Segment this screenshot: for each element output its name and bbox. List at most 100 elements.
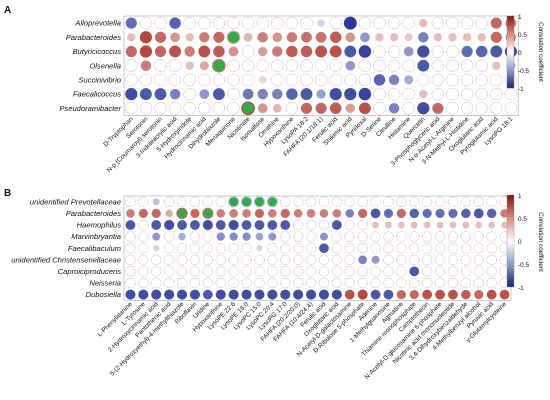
cell-circle (280, 231, 291, 242)
cell-circle (446, 59, 459, 72)
cell-circle (419, 89, 428, 99)
cell-circle (422, 266, 433, 277)
cell-circle (404, 33, 413, 42)
cell-circle (272, 46, 283, 57)
cell-circle (185, 33, 194, 42)
cell-circle (183, 73, 196, 87)
cell-circle (477, 33, 486, 42)
cell-circle (446, 73, 459, 87)
cell-circle (396, 289, 406, 300)
cell-circle (422, 277, 433, 289)
cell-circle (358, 59, 372, 72)
cell-circle (138, 254, 149, 265)
cell-circle (447, 231, 459, 242)
cell-circle (268, 209, 277, 218)
row-label: Caproiciproducens (58, 267, 122, 276)
highlighted-cell-circle (241, 101, 255, 116)
colorbar-b-tick: -1 (518, 285, 524, 292)
cell-circle (435, 208, 445, 219)
cell-circle (331, 220, 342, 230)
cell-circle (138, 289, 149, 300)
cell-circle (215, 243, 226, 254)
cell-circle (300, 59, 313, 72)
cell-circle (402, 87, 415, 101)
cell-circle (344, 73, 357, 87)
cell-circle (316, 89, 326, 99)
cell-circle (267, 220, 278, 230)
cell-circle (138, 208, 148, 219)
colorbar-a-title: Correlation coefficient (537, 22, 544, 82)
cell-circle (461, 45, 473, 58)
cell-circle (254, 254, 265, 265)
cell-circle (460, 16, 474, 30)
cell-circle (227, 87, 240, 101)
cell-circle (138, 231, 149, 242)
cell-circle (396, 208, 406, 219)
cell-circle (140, 60, 152, 71)
cell-circle (241, 243, 252, 254)
cell-circle (280, 277, 291, 289)
row-label: Butyricicoccus (72, 47, 121, 56)
cell-circle (227, 16, 240, 30)
cell-circle (293, 231, 304, 242)
cell-circle (198, 102, 211, 115)
row-label: Faecalicoccus (73, 90, 121, 99)
panel-b: B unidentified Prevotellaceae Parabactero… (4, 188, 544, 381)
cell-circle (139, 16, 153, 30)
row-label: Parabacteroides (66, 209, 122, 218)
cell-circle (227, 73, 240, 87)
cell-circle (189, 266, 201, 277)
cell-circle (280, 289, 291, 300)
cell-circle (446, 102, 459, 115)
highlighted-cell-circle (202, 207, 214, 220)
cell-circle (228, 277, 239, 289)
cell-circle (241, 16, 255, 30)
cell-circle (305, 254, 317, 265)
cell-circle (154, 59, 167, 72)
highlighted-cell-circle (266, 196, 279, 208)
cell-circle (486, 277, 497, 289)
cell-circle (212, 16, 226, 30)
cell-circle (319, 232, 328, 241)
cell-circle (490, 73, 503, 87)
cell-circle (254, 208, 265, 219)
cell-circle (190, 208, 200, 219)
cell-circle (373, 87, 386, 101)
cell-circle (431, 45, 445, 58)
cell-circle (176, 254, 188, 265)
cell-circle (267, 277, 278, 289)
cell-circle (168, 59, 182, 72)
cell-circle (213, 45, 225, 58)
cell-circle (215, 277, 226, 289)
cell-circle (423, 221, 431, 229)
cell-circle (178, 232, 186, 241)
cell-circle (344, 87, 357, 101)
cell-circle (434, 266, 446, 277)
cell-circle (151, 254, 162, 265)
cell-circle (185, 61, 194, 70)
cell-circle (138, 196, 149, 207)
cell-circle (199, 61, 209, 71)
cell-circle (280, 196, 291, 207)
cell-circle (460, 231, 471, 242)
cell-circle (473, 208, 484, 219)
cell-circle (371, 255, 380, 264)
cell-circle (216, 232, 225, 241)
panel-a-colorbar: 1 0.5 0 -0.5 -1 Correlation coefficient (506, 14, 544, 93)
cell-circle (202, 266, 213, 277)
cell-circle (357, 231, 368, 242)
cell-circle (151, 289, 162, 300)
cell-circle (402, 59, 415, 72)
cell-circle (475, 16, 488, 30)
cell-circle (331, 289, 342, 300)
cell-circle (422, 231, 433, 242)
cell-circle (198, 73, 211, 87)
cell-circle (475, 221, 483, 229)
cell-circle (373, 45, 386, 58)
cell-circle (138, 277, 149, 289)
cell-circle (447, 243, 459, 254)
cell-circle (358, 208, 368, 219)
cell-circle (409, 208, 420, 219)
cell-circle (199, 32, 210, 43)
cell-circle (241, 45, 255, 58)
